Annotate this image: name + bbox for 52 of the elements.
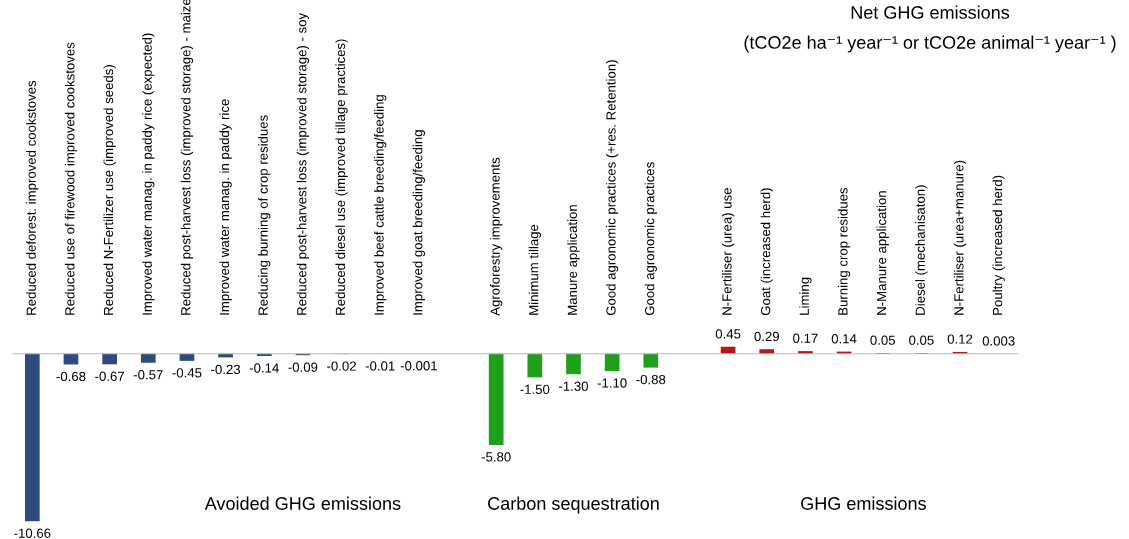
x-tick-label: Improved beef cattle breeding/feeding — [374, 95, 387, 315]
x-tick-label: Minimum tillage — [528, 224, 541, 315]
x-tick-label: N-Manure application — [876, 191, 889, 315]
x-tick-label: Burning crop residues — [837, 187, 851, 315]
data-label: 0.45 — [715, 329, 741, 339]
data-label: -0.02 — [327, 361, 356, 371]
data-label: 0.003 — [982, 336, 1015, 346]
data-label: -1.30 — [559, 381, 588, 391]
x-tick-label: Improved water manag. in paddy rice — [219, 99, 232, 315]
data-label: -0.45 — [172, 368, 202, 378]
x-tick-label: Agroforestry improvements — [490, 157, 503, 316]
data-label: -0.14 — [249, 363, 279, 373]
x-tick-label: N-Fertiliser (urea) use — [721, 188, 735, 315]
chart-subtitle: (tCO2e ha⁻¹ year⁻¹ or tCO2e animal⁻¹ year⁻¹ ) — [744, 35, 1116, 53]
x-tick-label: Improved water manag. in paddy rice (expected) — [142, 33, 155, 315]
data-label: -0.23 — [211, 364, 241, 375]
x-tick-label: Reduced use of firewood improved cookstoves — [64, 42, 78, 315]
data-label: -0.68 — [56, 371, 86, 382]
x-tick-label: Good agronomic practices (+res. Retention) — [605, 60, 619, 316]
x-tick-label: Reduced diesel use (improved tillage practices) — [335, 39, 348, 315]
data-label: -0.001 — [400, 361, 437, 371]
data-label: -10.66 — [14, 528, 51, 538]
data-label: -5.80 — [481, 452, 511, 462]
x-tick-label: Liming — [799, 277, 812, 315]
data-label: 0.17 — [793, 333, 818, 343]
data-label: 0.14 — [831, 334, 857, 344]
x-tick-label: Goat (increased herd) — [760, 188, 773, 316]
x-tick-label: Poultry (increased herd) — [992, 175, 1005, 315]
data-label: -0.09 — [288, 362, 318, 372]
data-label: -0.01 — [365, 361, 395, 371]
annotation: Carbon sequestration — [488, 496, 659, 514]
x-tick-label: Reduced post-harvest loss (improved storage) - soy — [296, 12, 310, 315]
x-tick-label: N-Fertiliser (urea+manure) — [953, 160, 967, 315]
x-tick-label: Reduced N-Fertilizer use (improved seeds) — [103, 65, 116, 315]
x-tick-label: Reduced deforest. improved cookstoves — [26, 80, 39, 315]
data-label: -0.88 — [636, 374, 666, 385]
x-tick-label: Improved goat breeding/feeding — [412, 130, 426, 315]
x-tick-label: Good agronomic practices — [644, 162, 657, 316]
annotation: GHG emissions — [801, 496, 926, 510]
data-label: 0.05 — [870, 335, 895, 345]
x-tick-label: Reducing burning of crop residues — [258, 115, 271, 315]
data-label: -1.50 — [520, 384, 550, 394]
annotation: Avoided GHG emissions — [204, 496, 401, 510]
data-label: 0.12 — [947, 334, 973, 344]
data-label: -0.57 — [133, 370, 163, 380]
chart-title: Net GHG emissions — [851, 5, 1010, 19]
data-label: 0.05 — [909, 335, 934, 345]
data-label: 0.29 — [754, 331, 779, 342]
data-label: -1.10 — [597, 378, 627, 388]
x-tick-label: Manure application — [567, 205, 580, 315]
x-tick-label: Diesel (mechanisaton) — [915, 185, 928, 315]
data-label: -0.67 — [95, 371, 125, 381]
